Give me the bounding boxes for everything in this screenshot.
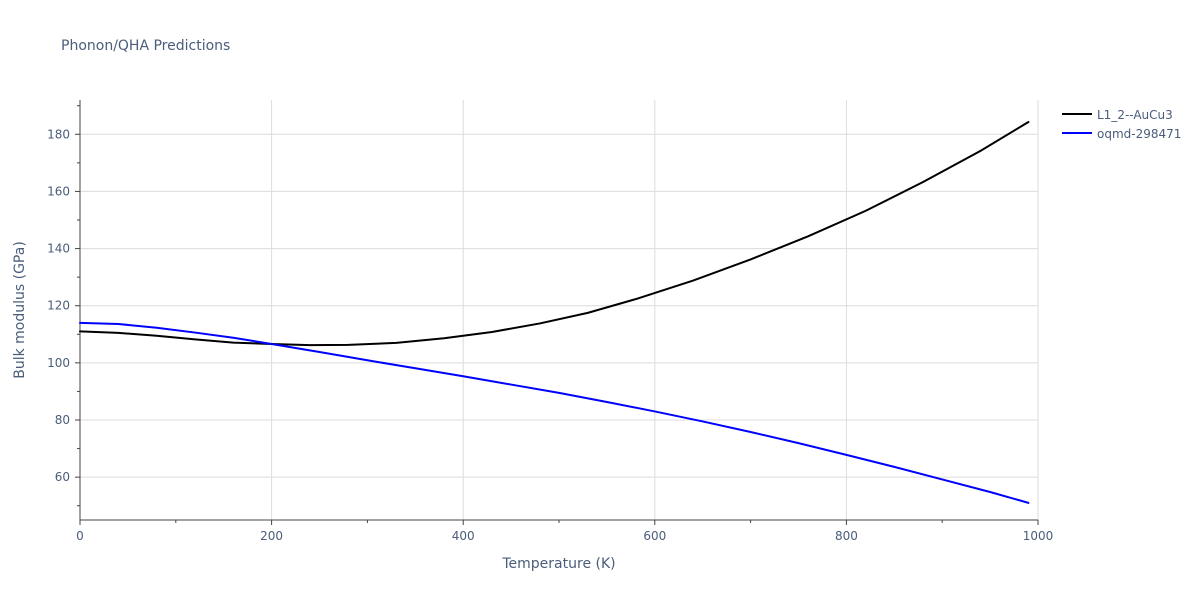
x-tick-label-2: 400 bbox=[452, 529, 475, 543]
x-tick-label-3: 600 bbox=[643, 529, 666, 543]
y-tick-label-5: 160 bbox=[47, 184, 70, 198]
legend-item-series-1[interactable]: oqmd-298471 bbox=[1062, 127, 1181, 141]
x-tick-label-5: 1000 bbox=[1023, 529, 1054, 543]
y-tick-label-6: 180 bbox=[47, 127, 70, 141]
y-tick-label-0: 60 bbox=[55, 470, 70, 484]
chart-title: Phonon/QHA Predictions bbox=[61, 38, 230, 54]
legend[interactable]: L1_2--AuCu3 oqmd-298471 bbox=[1062, 108, 1181, 141]
tick-label-layer: 0 200 400 600 800 1000 60 80 100 120 140 160 180 bbox=[47, 127, 1053, 543]
x-tick-label-1: 200 bbox=[260, 529, 283, 543]
series-layer bbox=[79, 121, 1030, 504]
y-tick-label-4: 140 bbox=[47, 242, 70, 256]
legend-item-series-0[interactable]: L1_2--AuCu3 bbox=[1062, 108, 1173, 122]
x-tick-label-4: 800 bbox=[835, 529, 858, 543]
legend-label-series-0: L1_2--AuCu3 bbox=[1097, 108, 1173, 122]
grid-layer bbox=[80, 100, 1039, 520]
x-axis-label: Temperature (K) bbox=[501, 556, 615, 572]
axis-layer bbox=[75, 100, 1039, 525]
x-tick-label-0: 0 bbox=[76, 529, 84, 543]
series-line-0[interactable] bbox=[79, 121, 1030, 347]
series-line-1[interactable] bbox=[79, 321, 1030, 504]
y-tick-label-3: 120 bbox=[47, 299, 70, 313]
legend-label-series-1: oqmd-298471 bbox=[1097, 127, 1181, 141]
y-tick-label-2: 100 bbox=[47, 356, 70, 370]
y-tick-label-1: 80 bbox=[55, 413, 70, 427]
y-axis-label: Bulk modulus (GPa) bbox=[12, 241, 28, 379]
